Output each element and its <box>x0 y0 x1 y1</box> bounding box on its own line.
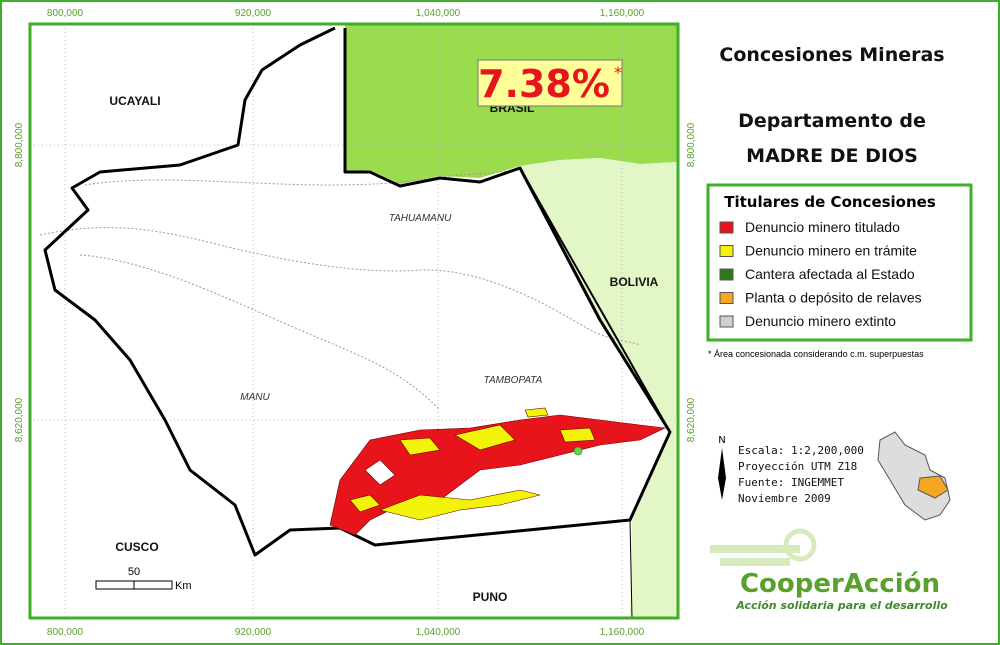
x-coordinate: 1,160,000 <box>600 627 645 638</box>
province-label: MANU <box>240 392 270 403</box>
legend-swatch <box>719 245 734 257</box>
inset-highlight <box>917 475 949 499</box>
legend-swatch <box>719 315 734 328</box>
legend-box <box>706 183 973 342</box>
puno-border <box>629 519 633 619</box>
legend-title: Titulares de Concesiones <box>724 193 936 211</box>
peru-inset <box>877 431 951 521</box>
logo-name: CooperAcción <box>740 569 940 599</box>
north-label: N <box>718 435 725 446</box>
map-title: Concesiones Mineras <box>719 44 944 66</box>
map-subtitle: Departamento de <box>738 110 926 132</box>
info-line: Noviembre 2009 <box>738 492 831 505</box>
x-coordinate: 1,160,000 <box>600 8 645 19</box>
legend-label: Denuncio minero titulado <box>745 219 900 235</box>
y-coordinate: 8,620,000 <box>686 397 697 442</box>
x-coordinate: 800,000 <box>47 8 84 19</box>
legend-label: Denuncio minero extinto <box>745 313 896 329</box>
x-coordinate: 920,000 <box>235 8 272 19</box>
legend-label: Cantera afectada al Estado <box>745 266 915 282</box>
percent-note-mark: * <box>614 63 622 82</box>
x-coordinate: 920,000 <box>235 627 272 638</box>
scale-unit: Km <box>175 580 192 592</box>
bolivia-border <box>519 167 671 433</box>
legend-label: Planta o depósito de relaves <box>745 290 922 306</box>
scale-bar <box>133 580 173 590</box>
scale-value: 50 <box>128 566 140 578</box>
region-label: CUSCO <box>115 540 158 554</box>
footnote: * Área concesionada considerando c.m. su… <box>708 349 924 359</box>
legend-swatch <box>719 221 734 234</box>
legend-swatch <box>719 268 734 281</box>
legend-swatch <box>719 292 734 304</box>
info-line: Escala: 1:2,200,000 <box>738 444 864 457</box>
y-coordinate: 8,620,000 <box>14 397 25 442</box>
bolivia-area <box>520 158 678 618</box>
province-label: TAHUAMANU <box>389 213 452 224</box>
north-arrow <box>718 448 726 500</box>
province-label: TAMBOPATA <box>484 375 543 386</box>
region-label: BOLIVIA <box>610 275 659 289</box>
percent-value: 7.38% <box>478 62 610 106</box>
scale-bar <box>95 580 135 590</box>
map-frame <box>28 22 680 620</box>
info-line: Fuente: INGEMMET <box>738 476 844 489</box>
logo-graphic <box>710 528 817 566</box>
x-coordinate: 800,000 <box>47 627 84 638</box>
province-boundaries <box>39 167 641 411</box>
x-coordinate: 1,040,000 <box>416 627 461 638</box>
region-label: UCAYALI <box>109 94 160 108</box>
region-label: PUNO <box>473 590 508 604</box>
logo-tagline: Acción solidaria para el desarrollo <box>735 599 948 612</box>
x-coordinate: 1,040,000 <box>416 8 461 19</box>
y-coordinate: 8,800,000 <box>14 122 25 167</box>
legend-items: Denuncio minero titulado Denuncio minero … <box>719 219 922 329</box>
department-boundary <box>43 26 672 557</box>
concessions <box>329 407 667 536</box>
map-subtitle: MADRE DE DIOS <box>746 145 918 167</box>
legend-label: Denuncio minero en trámite <box>745 243 917 259</box>
info-line: Proyección UTM Z18 <box>738 460 857 473</box>
y-coordinate: 8,800,000 <box>686 122 697 167</box>
percent-box <box>477 59 623 107</box>
